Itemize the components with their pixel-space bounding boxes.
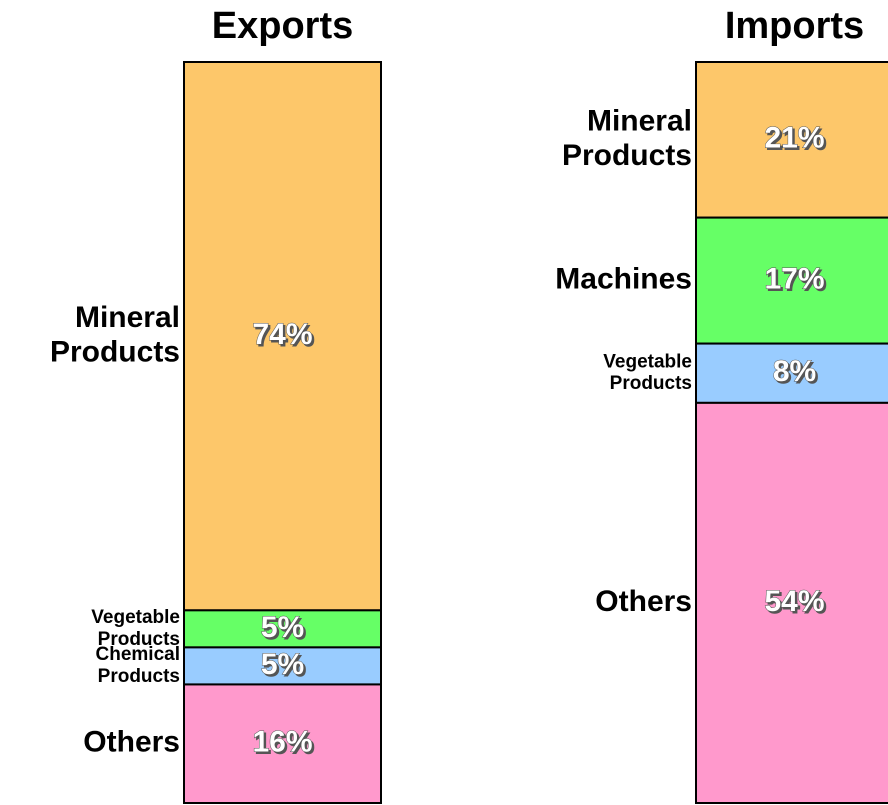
- category-label: Others: [595, 585, 692, 618]
- bar-segment: [183, 646, 382, 686]
- value-label: 74%: [252, 318, 312, 351]
- category-label: Machines: [555, 263, 692, 296]
- category-label: Others: [83, 726, 180, 759]
- category-label: Vegetable Products: [603, 351, 692, 394]
- category-label: Vegetable Products: [91, 607, 180, 650]
- bar-segment: [695, 401, 888, 804]
- chart-title: Imports: [725, 5, 864, 47]
- bar-segment: [695, 216, 888, 345]
- category-label: Mineral Products: [562, 104, 692, 171]
- value-label: 21%: [764, 122, 824, 155]
- value-label: 5%: [261, 611, 304, 644]
- category-label: Chemical Products: [96, 644, 180, 687]
- category-label: Mineral Products: [50, 301, 180, 369]
- value-label: 54%: [764, 585, 824, 618]
- value-label: 5%: [261, 648, 304, 681]
- value-label: 8%: [773, 355, 816, 388]
- bar-segment: [183, 61, 382, 612]
- bar-segment: [695, 342, 888, 404]
- bar-segment: [183, 683, 382, 804]
- bar-segment: [183, 609, 382, 649]
- value-label: 17%: [764, 263, 824, 296]
- value-label: 16%: [252, 726, 312, 759]
- chart-title: Exports: [212, 5, 353, 47]
